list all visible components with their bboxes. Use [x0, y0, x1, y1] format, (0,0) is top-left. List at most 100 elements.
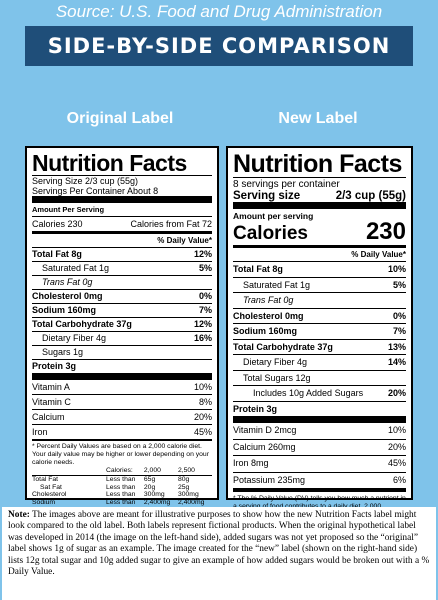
old-serving-size: Serving Size 2/3 cup (55g) — [32, 176, 139, 186]
table-row: Total Fat Less than 65g 80g — [32, 475, 212, 483]
vitamin-row: Iron 8mg 45% — [233, 456, 406, 473]
table-header-cell: 2,500 — [177, 467, 195, 474]
vitamin-dv: 45% — [387, 458, 406, 468]
table-cell: 65g — [143, 475, 156, 483]
table-header-cell: 2,000 — [143, 467, 161, 474]
nutrient-label: Total Sugars 12g — [243, 372, 311, 383]
table-cell: Cholesterol — [32, 491, 67, 499]
nutrient-row: Sugars 1g — [32, 346, 212, 360]
old-calories: Calories 230 — [32, 219, 83, 229]
nutrient-label: Total Carbohydrate 37g — [32, 319, 132, 329]
vitamin-row: Iron 45% — [32, 425, 212, 440]
vitamin-label: Vitamin A — [32, 382, 70, 392]
table-cell: Total Fat — [32, 475, 59, 483]
nutrient-row: Total Fat 8g 10% — [233, 262, 406, 278]
new-nutrition-label: Nutrition Facts 8 servings per container… — [226, 146, 413, 518]
note-box: Note: The images above are meant for ill… — [2, 507, 436, 600]
nutrient-dv: 12% — [193, 249, 212, 259]
table-header-cell — [32, 467, 106, 475]
new-serving-label: Serving size — [233, 190, 301, 202]
nutrient-dv: 12% — [193, 319, 212, 329]
nutrient-label: Protein 3g — [32, 361, 77, 371]
vitamin-dv: 20% — [387, 441, 406, 452]
table-cell: 20g — [143, 483, 156, 491]
table-cell: 25g — [177, 483, 190, 491]
new-vitamin-list: Vitamin D 2mcg 10% Calcium 260mg 20% Iron 8m… — [233, 417, 406, 489]
vitamin-dv: 8% — [198, 397, 212, 407]
table-header-row: Calories: 2,000 2,500 — [32, 467, 212, 476]
table-cell: Less than — [105, 491, 136, 499]
source-credit: Source: U.S. Food and Drug Administratio… — [55, 2, 383, 21]
old-footnote: * Percent Daily Values are based on a 2,… — [32, 440, 212, 467]
vitamin-label: Calcium 260mg — [233, 441, 296, 452]
nutrient-row: Dietary Fiber 4g 16% — [32, 332, 212, 346]
vitamin-row: Vitamin A 10% — [32, 380, 212, 395]
nutrient-row: Saturated Fat 1g 5% — [233, 278, 406, 293]
nutrient-label: Sodium 160mg — [233, 326, 298, 336]
vitamin-label: Calcium — [32, 412, 65, 422]
nutrient-dv: 5% — [392, 279, 406, 290]
table-cell: Less than — [105, 475, 136, 483]
table-cell: 80g — [177, 475, 190, 483]
nutrient-dv: 5% — [198, 263, 212, 273]
old-amount-per-serving: Amount Per Serving — [32, 203, 212, 217]
old-servings: Servings Per Container About 8 — [32, 186, 212, 203]
table-row: Cholesterol Less than 300mg 300mg — [32, 491, 212, 499]
nutrient-row: Dietary Fiber 4g 14% — [233, 355, 406, 371]
old-dv-header: % Daily Value* — [32, 234, 212, 248]
vitamin-row: Calcium 260mg 20% — [233, 440, 406, 456]
table-cell: 300mg — [143, 491, 165, 499]
nutrient-label: Total Fat 8g — [32, 249, 82, 259]
table-cell: Sat Fat — [40, 483, 62, 491]
nutrient-dv: 20% — [387, 388, 406, 398]
nutrient-row: Protein 3g — [32, 360, 212, 374]
vitamin-row: Potassium 235mg 6% — [233, 473, 406, 489]
nutrient-row: Total Fat 8g 12% — [32, 248, 212, 262]
note-label: Note: — [8, 510, 30, 520]
vitamin-label: Iron 8mg — [233, 458, 269, 468]
new-serving-size-row: Serving size 2/3 cup (55g) — [233, 190, 406, 209]
table-cell: Less than — [105, 483, 136, 491]
nutrient-label: Dietary Fiber 4g — [243, 357, 308, 367]
table-cell: Less than — [105, 499, 136, 507]
old-calories-row: Calories 230 Calories from Fat 72 — [32, 217, 212, 234]
vitamin-row: Vitamin D 2mcg 10% — [233, 423, 406, 440]
nutrient-label: Trans Fat 0g — [42, 277, 93, 287]
original-nutrition-label: Nutrition Facts Serving Size 2/3 cup (55… — [25, 146, 219, 522]
original-label-title: Original Label — [66, 110, 174, 127]
nutrient-row: Includes 10g Added Sugars 20% — [233, 386, 406, 402]
vitamin-dv: 20% — [193, 412, 212, 422]
old-vitamin-list: Vitamin A 10% Vitamin C 8% Calcium 20% Iron 45% — [32, 374, 212, 440]
table-cell: 300mg — [177, 491, 199, 499]
vitamin-dv: 10% — [193, 382, 212, 392]
nutrient-label: Cholesterol 0mg — [233, 310, 304, 321]
new-calories-row: Calories 230 — [233, 220, 406, 248]
nutrient-label: Protein 3g — [233, 403, 278, 414]
nutrient-row: Cholesterol 0mg 0% — [32, 290, 212, 304]
nutrient-row: Total Sugars 12g — [233, 371, 406, 386]
table-cell: 2,400mg — [143, 499, 171, 507]
new-label-title: New Label — [278, 110, 358, 127]
nutrient-row: Total Carbohydrate 37g 13% — [233, 340, 406, 355]
vitamin-dv: 10% — [387, 425, 406, 435]
vitamin-label: Iron — [32, 427, 48, 437]
nutrient-dv: 14% — [387, 357, 406, 367]
new-dv-header: % Daily Value* — [233, 248, 406, 262]
nutrient-row: Sodium 160mg 7% — [233, 324, 406, 340]
table-cell: 2,400mg — [177, 499, 205, 507]
new-heading: Nutrition Facts — [233, 151, 406, 178]
table-header-cell: Calories: — [105, 467, 133, 474]
new-nutrient-list: Total Fat 8g 10% Saturated Fat 1g 5% Trans F… — [233, 262, 406, 417]
nutrient-row: Protein 3g — [233, 402, 406, 417]
nutrient-dv: 13% — [387, 341, 406, 352]
vitamin-dv: 6% — [392, 474, 406, 485]
old-heading: Nutrition Facts — [32, 151, 212, 176]
nutrient-row: Sodium 160mg 7% — [32, 304, 212, 318]
vitamin-row: Calcium 20% — [32, 410, 212, 425]
new-servings: 8 servings per container — [233, 179, 340, 190]
old-calories-from-fat: Calories from Fat 72 — [130, 219, 212, 229]
table-row: Sodium Less than 2,400mg 2,400mg — [32, 499, 212, 507]
note-text: The images above are meant for illustrat… — [8, 510, 430, 578]
new-calories-label: Calories — [233, 223, 308, 244]
table-cell: Sodium — [32, 499, 56, 507]
